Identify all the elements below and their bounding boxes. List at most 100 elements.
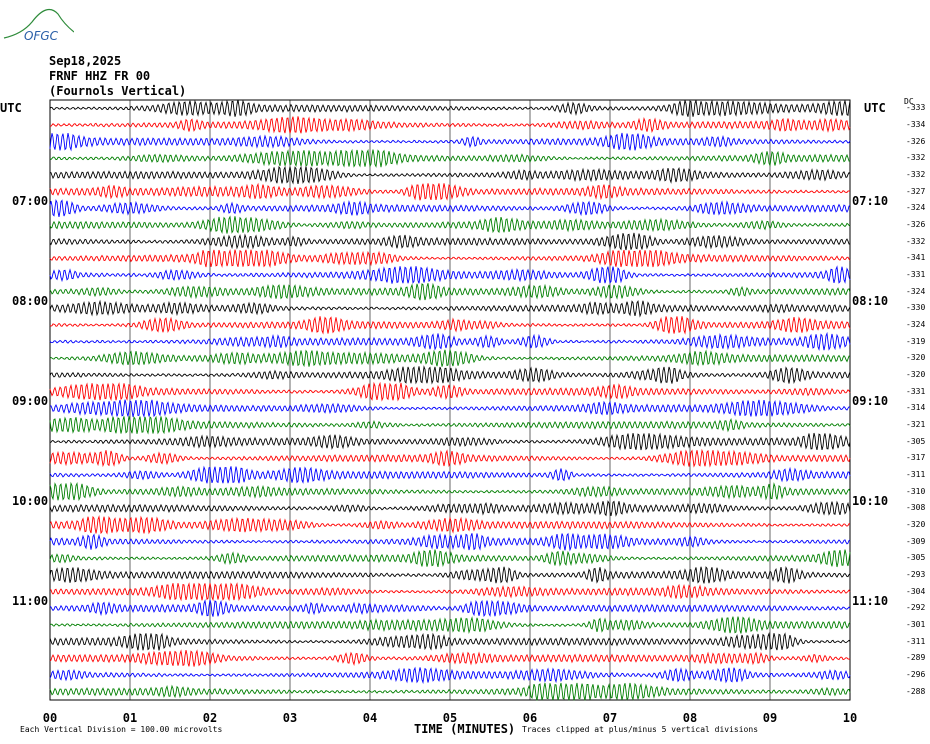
seismic-trace xyxy=(49,631,851,651)
dc-offset-label: -314 xyxy=(906,403,926,413)
seismic-trace xyxy=(49,448,851,468)
seismic-trace xyxy=(49,565,851,584)
x-axis-title: TIME (MINUTES) xyxy=(414,722,516,736)
header-location: (Fournols Vertical) xyxy=(49,84,187,98)
seismic-trace xyxy=(49,232,851,251)
dc-label: DC xyxy=(904,97,914,106)
seismic-trace xyxy=(49,148,851,168)
dc-offset-label: -334 xyxy=(906,120,926,129)
dc-offset-label: -331 xyxy=(906,386,926,396)
dc-offset-label: -319 xyxy=(906,336,926,346)
left-hour-label: 09:00 xyxy=(12,394,49,408)
seismic-trace xyxy=(49,682,851,701)
dc-offset-label: -311 xyxy=(906,470,926,479)
right-hour-label: 07:10 xyxy=(852,194,889,208)
seismic-trace xyxy=(49,299,851,318)
dc-offset-label: -320 xyxy=(906,353,926,363)
dc-offset-label: -317 xyxy=(906,453,926,463)
dc-offset-label: -305 xyxy=(906,553,926,563)
dc-offset-label: -341 xyxy=(906,253,926,263)
seismic-trace xyxy=(49,199,851,217)
right-hour-label: 10:10 xyxy=(852,494,889,508)
x-tick-label: 06 xyxy=(522,711,538,725)
x-tick-label: 09 xyxy=(762,711,778,725)
left-hour-label: 11:00 xyxy=(12,594,49,608)
dc-offset-label: -321 xyxy=(906,420,926,429)
seismic-trace xyxy=(49,481,851,502)
dc-offset-label: -324 xyxy=(906,286,926,296)
logo-text: OFGC xyxy=(24,29,59,42)
seismic-trace xyxy=(49,282,851,301)
clip-note: Traces clipped at plus/minus 5 vertical … xyxy=(522,725,759,734)
right-hour-label: 08:10 xyxy=(852,294,889,308)
seismic-trace xyxy=(49,465,851,484)
seismic-trace xyxy=(49,649,851,667)
x-tick-label: 01 xyxy=(122,711,138,725)
dc-offset-label: -320 xyxy=(906,370,926,379)
seismic-trace xyxy=(49,415,851,435)
dc-offset-label: -332 xyxy=(906,153,926,163)
dc-offset-label: -324 xyxy=(906,203,926,213)
seismic-trace xyxy=(49,399,851,419)
seismic-trace xyxy=(49,500,851,517)
seismic-trace xyxy=(49,116,851,134)
scale-note: Each Vertical Division = 100.00 microvol… xyxy=(20,725,223,734)
dc-offset-label: -320 xyxy=(906,520,926,529)
dc-offset-label: -292 xyxy=(906,603,926,613)
seismic-trace xyxy=(49,616,851,634)
left-utc-label: UTC xyxy=(0,101,22,115)
right-hour-label: 09:10 xyxy=(852,394,889,408)
dc-offset-label: -288 xyxy=(906,686,926,696)
seismic-trace xyxy=(49,349,851,368)
dc-offset-label: -293 xyxy=(906,570,926,579)
dc-offset-label: -305 xyxy=(906,436,926,446)
header-date: Sep18,2025 xyxy=(49,54,122,68)
seismic-trace xyxy=(49,331,851,352)
right-utc-label: UTC xyxy=(864,101,886,115)
dc-offset-label: -324 xyxy=(906,320,926,329)
seismic-trace xyxy=(49,666,851,685)
x-tick-label: 03 xyxy=(282,711,298,725)
seismic-trace xyxy=(49,215,851,235)
seismic-trace xyxy=(49,99,851,118)
seismic-trace xyxy=(49,265,851,284)
left-hour-label: 10:00 xyxy=(12,494,49,508)
dc-offset-label: -296 xyxy=(906,670,926,679)
seismic-trace xyxy=(49,182,851,201)
dc-offset-label: -326 xyxy=(906,220,926,229)
dc-offset-label: -327 xyxy=(906,186,926,196)
seismic-trace xyxy=(49,365,851,385)
seismic-trace xyxy=(49,549,851,568)
dc-offset-label: -333 xyxy=(906,103,926,113)
dc-offset-label: -301 xyxy=(906,620,926,629)
dc-offset-label: -332 xyxy=(906,170,926,179)
seismic-trace xyxy=(49,514,851,535)
seismic-trace xyxy=(49,381,851,402)
seismic-trace xyxy=(49,165,851,185)
dc-offset-label: -331 xyxy=(906,270,926,279)
seismic-trace xyxy=(49,432,851,451)
seismic-trace xyxy=(49,132,851,152)
x-tick-label: 08 xyxy=(682,711,698,725)
dc-offset-label: -310 xyxy=(906,486,926,496)
dc-offset-label: -308 xyxy=(906,503,926,513)
dc-offset-label: -332 xyxy=(906,236,926,246)
dc-offset-label: -289 xyxy=(906,653,926,663)
seismic-trace xyxy=(49,599,851,618)
x-tick-label: 05 xyxy=(442,711,458,725)
seismic-trace xyxy=(49,582,851,602)
dc-offset-label: -311 xyxy=(906,636,926,646)
x-tick-label: 00 xyxy=(42,711,58,725)
x-tick-label: 07 xyxy=(602,711,618,725)
header-station: FRNF HHZ FR 00 xyxy=(49,69,151,83)
x-tick-label: 02 xyxy=(202,711,218,725)
dc-offset-label: -304 xyxy=(906,586,926,596)
ofgc-logo: OFGC xyxy=(2,2,75,46)
seismic-trace xyxy=(49,316,851,335)
x-tick-label: 10 xyxy=(842,711,858,725)
seismic-trace xyxy=(49,248,851,268)
left-hour-label: 07:00 xyxy=(12,194,49,208)
right-hour-label: 11:10 xyxy=(852,594,889,608)
dc-offset-label: -330 xyxy=(906,303,926,313)
